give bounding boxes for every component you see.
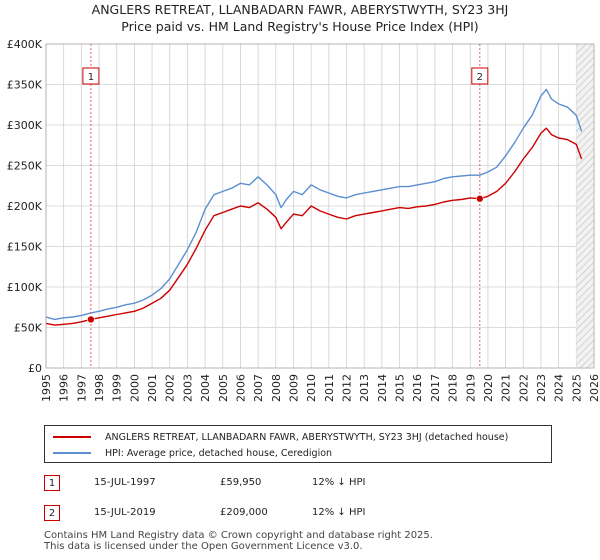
- sale-marker-badge: [471, 67, 489, 85]
- plot-border: [45, 43, 595, 369]
- x-tick-label: 2000: [128, 374, 141, 402]
- y-tick-label: £400K: [7, 38, 43, 51]
- x-tick-label: 2017: [429, 374, 442, 402]
- sale-point: [87, 315, 95, 324]
- y-tick-label: £350K: [7, 79, 43, 92]
- axis-tick-labels: 1995 1996 1997 1998 1999 2000 2001 2002 2003 2004…: [7, 38, 600, 402]
- x-tick-label: 2005: [217, 374, 230, 402]
- x-tick-label: 1999: [111, 374, 124, 402]
- x-tick-label: 1996: [58, 374, 71, 402]
- legend-label-hpi: HPI: Average price, detached house, Cere…: [105, 447, 333, 459]
- x-tick-label: 2016: [411, 374, 424, 402]
- footer-copyright: Contains HM Land Registry data © Crown c…: [44, 530, 433, 541]
- x-tick-label: 2019: [464, 374, 477, 402]
- y-tick-label: £150K: [7, 241, 43, 254]
- chart-subtitle: Price paid vs. HM Land Registry's House …: [121, 19, 479, 34]
- forecast-hatch-region: [576, 44, 594, 368]
- x-tick-label: 2026: [588, 374, 600, 402]
- sale-row: 1 15-JUL-1997 £59,950 12% ↓ HPI: [44, 475, 464, 493]
- legend-item-price-paid: ANGLERS RETREAT, LLANBADARN FAWR, ABERYS…: [53, 429, 508, 445]
- y-tick-label: £50K: [14, 322, 43, 335]
- sale-number-badge: 2: [44, 505, 60, 521]
- x-tick-label: 2012: [341, 374, 354, 402]
- x-tick-label: 1997: [75, 374, 88, 402]
- sale-price: £59,950: [220, 477, 262, 488]
- legend-item-hpi: HPI: Average price, detached house, Cere…: [53, 445, 332, 461]
- legend-label-price-paid: ANGLERS RETREAT, LLANBADARN FAWR, ABERYS…: [105, 431, 509, 443]
- x-tick-label: 2022: [517, 374, 530, 402]
- sale-marker-badge: [82, 67, 100, 85]
- chart-title-address: ANGLERS RETREAT, LLANBADARN FAWR, ABERYS…: [91, 2, 509, 17]
- x-tick-label: 2001: [146, 374, 159, 402]
- legend-swatch-hpi: [53, 452, 91, 454]
- x-tick-label: 2011: [323, 374, 336, 402]
- hpi-line: [46, 88, 583, 321]
- x-tick-label: 2024: [553, 374, 566, 402]
- sale-point: [476, 194, 484, 203]
- x-tick-label: 2002: [164, 374, 177, 402]
- sale-price: £209,000: [220, 507, 268, 518]
- sale-row: 2 15-JUL-2019 £209,000 12% ↓ HPI: [44, 505, 464, 523]
- x-tick-label: 2025: [570, 374, 583, 402]
- legend-swatch-price-paid: [53, 436, 91, 438]
- sale-hpi-diff: 12% ↓ HPI: [312, 477, 366, 488]
- y-tick-label: £200K: [7, 200, 43, 213]
- x-tick-label: 2003: [181, 374, 194, 402]
- x-tick-label: 2013: [358, 374, 371, 402]
- x-tick-label: 2004: [199, 374, 212, 402]
- x-tick-label: 2014: [376, 374, 389, 402]
- sale-date: 15-JUL-2019: [94, 507, 156, 518]
- x-tick-label: 2006: [234, 374, 247, 402]
- sale-hpi-diff: 12% ↓ HPI: [312, 507, 366, 518]
- footer-licence: This data is licensed under the Open Gov…: [44, 541, 363, 552]
- legend: ANGLERS RETREAT, LLANBADARN FAWR, ABERYS…: [44, 425, 552, 463]
- x-tick-label: 2010: [305, 374, 318, 402]
- x-tick-label: 1998: [93, 374, 106, 402]
- x-tick-label: 2007: [252, 374, 265, 402]
- x-tick-label: 2020: [482, 374, 495, 402]
- price-paid-line: [46, 127, 583, 326]
- x-tick-label: 2023: [535, 374, 548, 402]
- y-tick-label: £250K: [7, 160, 43, 173]
- x-tick-label: 2009: [287, 374, 300, 402]
- x-tick-label: 2008: [270, 374, 283, 402]
- price-chart: 1995 1996 1997 1998 1999 2000 2001 2002 2003 2004…: [7, 38, 600, 402]
- series-layer: [46, 88, 583, 326]
- y-tick-label: £0: [28, 362, 42, 375]
- x-tick-label: 2015: [394, 374, 407, 402]
- x-tick-label: 2018: [447, 374, 460, 402]
- y-tick-label: £300K: [7, 119, 43, 132]
- sale-date: 15-JUL-1997: [94, 477, 156, 488]
- sale-marker-label: 1: [88, 72, 94, 83]
- y-tick-label: £100K: [7, 281, 43, 294]
- sale-number-badge: 1: [44, 475, 60, 491]
- x-tick-label: 1995: [40, 374, 53, 402]
- x-tick-label: 2021: [500, 374, 513, 402]
- sale-marker-label: 2: [477, 72, 483, 83]
